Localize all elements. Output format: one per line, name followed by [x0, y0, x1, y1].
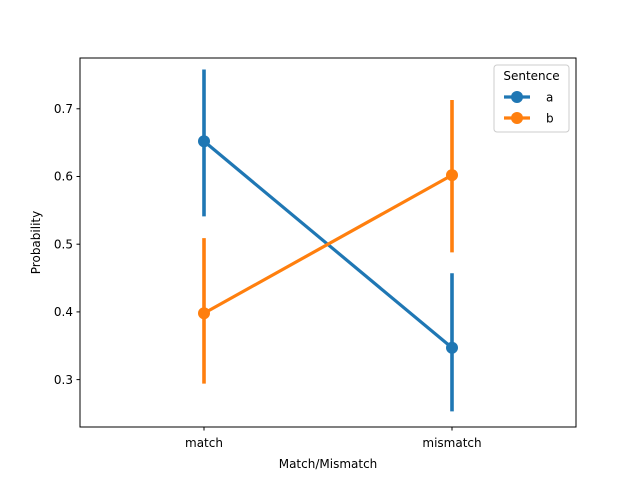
plot-frame [79, 57, 577, 428]
legend-marker [511, 91, 523, 103]
data-point [446, 341, 458, 354]
y-tick-label: 0.6 [54, 170, 73, 184]
series-a [198, 69, 458, 412]
y-axis: 0.3 0.4 0.5 0.6 0.7 [54, 102, 80, 387]
series-line [203, 173, 453, 315]
x-tick-label: match [185, 436, 223, 450]
legend-label: a [546, 90, 553, 104]
x-axis-label: Match/Mismatch [279, 457, 378, 471]
legend-label: b [546, 111, 554, 125]
data-point [198, 135, 210, 148]
x-axis: match mismatch [185, 427, 482, 450]
y-tick-label: 0.5 [54, 237, 73, 251]
y-axis-label: Probability [29, 211, 43, 274]
plot-area [198, 69, 458, 412]
series-b [198, 99, 458, 384]
legend: Sentence ab [493, 64, 570, 133]
y-tick-label: 0.3 [54, 373, 73, 387]
data-point [446, 169, 458, 182]
y-tick-label: 0.7 [54, 102, 73, 116]
y-tick-label: 0.4 [54, 305, 73, 319]
legend-title: Sentence [503, 69, 559, 83]
x-tick-label: mismatch [422, 436, 481, 450]
legend-marker [511, 112, 523, 124]
data-point [198, 307, 210, 320]
